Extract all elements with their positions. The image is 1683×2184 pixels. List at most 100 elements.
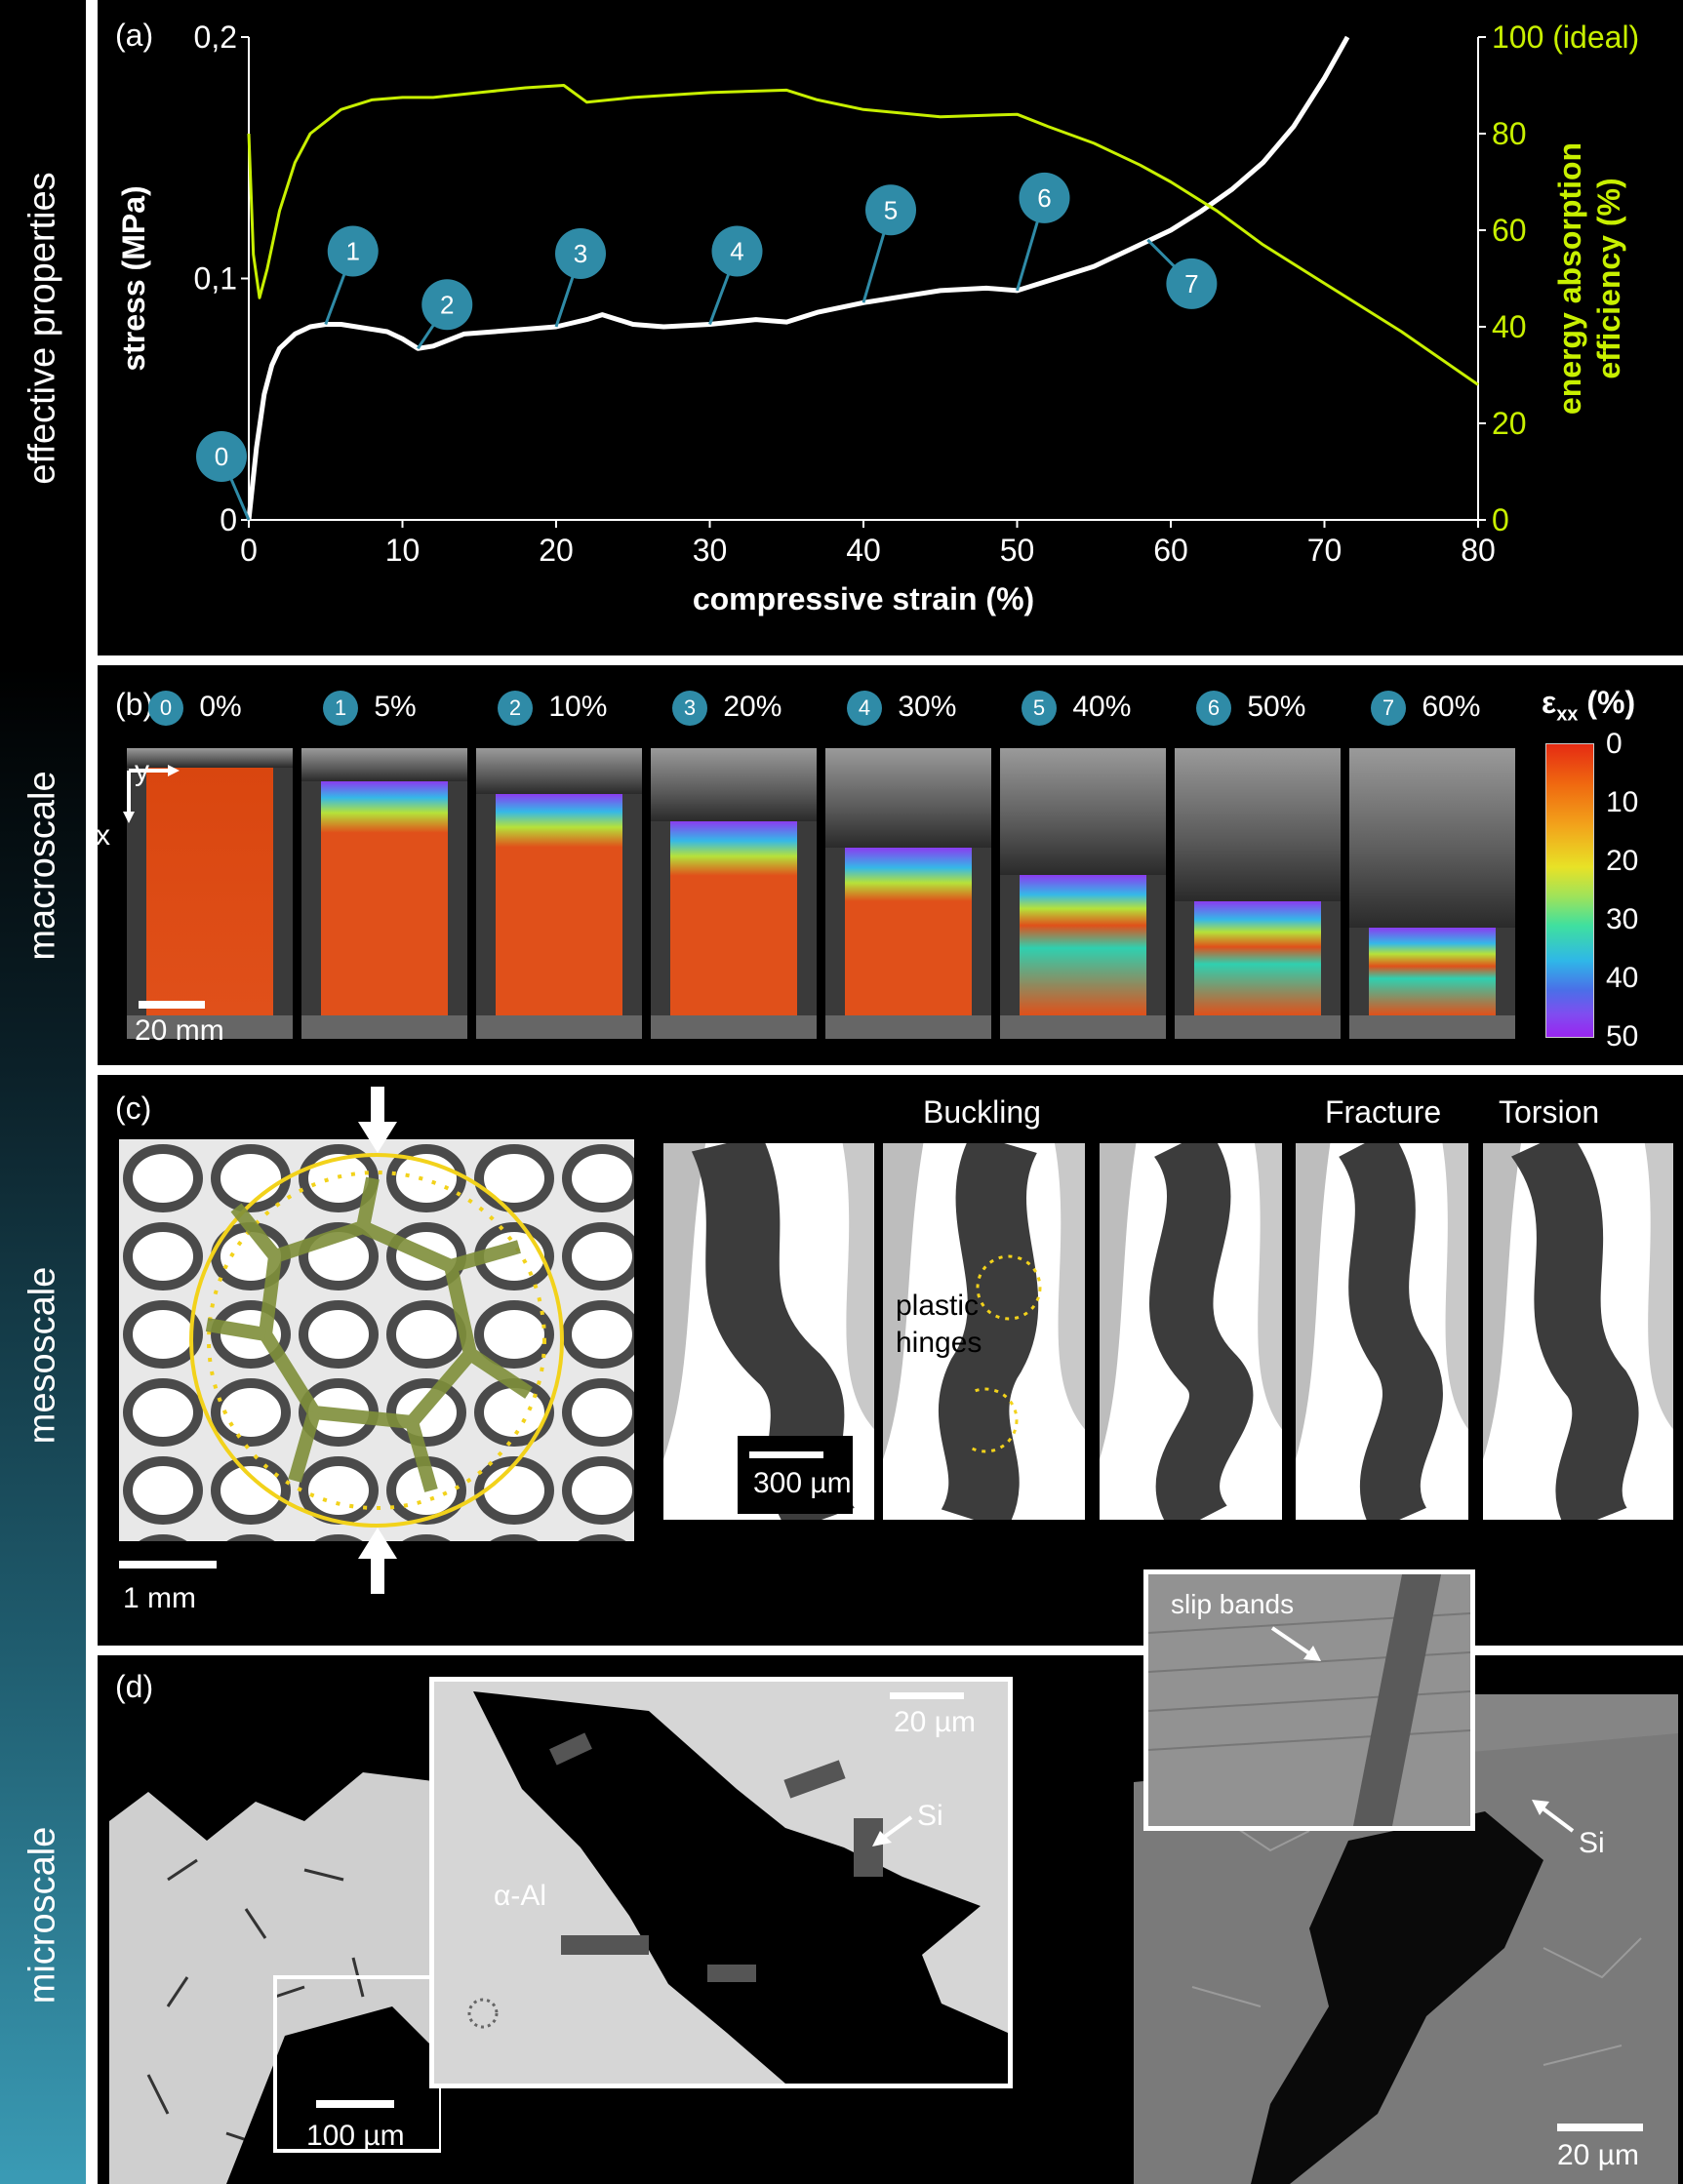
stress-series-line	[246, 35, 1350, 521]
sidebar-macroscale: macroscale	[0, 665, 86, 1065]
scale-bar-c-mid	[749, 1451, 823, 1458]
sidebar-effective-properties: effective properties	[0, 0, 86, 655]
stage-badge: 6	[1196, 691, 1231, 727]
x-tick-label: 20	[539, 533, 574, 568]
press-plate	[825, 748, 991, 849]
scale-bar-d-inset	[890, 1692, 964, 1699]
frame-heading-4: 4 30%	[847, 691, 956, 727]
foam-sample	[670, 820, 797, 1015]
heading-buckling: Buckling	[923, 1094, 1041, 1130]
stage-marker-2: 2	[417, 279, 473, 350]
slip-bands-inset	[1143, 1569, 1475, 1831]
dic-frame-2	[476, 748, 642, 1039]
x-tick-label: 60	[1153, 533, 1188, 568]
scale-bar-c-left	[119, 1561, 217, 1569]
stage-badge: 3	[672, 691, 707, 727]
sidebar-label-a: effective properties	[21, 171, 63, 485]
scale-box-c-mid	[738, 1436, 853, 1514]
stage-marker-3: 3	[554, 228, 606, 328]
scale-text-d-left: 100 µm	[306, 2120, 405, 2152]
y-axis-label: stress (MPa)	[116, 185, 151, 371]
panel-b: (b) 0 0% 1 5% 2 10% 3 20% 4 30% 5 40% 6 50% 7 6…	[96, 665, 1683, 1065]
micrograph-zoom	[429, 1677, 1013, 2088]
scale-text-c-mid: 300 µm	[753, 1467, 852, 1499]
panel-label-b: (b)	[115, 687, 154, 722]
label-si-sem: Si	[1579, 1827, 1605, 1859]
stage-marker-7: 7	[1146, 238, 1218, 309]
axis-x-label: x	[96, 819, 110, 852]
base-plate	[301, 1015, 467, 1039]
press-plate	[301, 748, 467, 781]
press-plate	[651, 748, 817, 821]
scale-text-c-left: 1 mm	[123, 1582, 196, 1614]
panel-c: (c) 1 mm Buck	[98, 1075, 1683, 1646]
stage-marker-1: 1	[324, 225, 379, 326]
frame-heading-3: 3 20%	[672, 691, 781, 727]
frame-heading-0: 0 0%	[148, 691, 242, 727]
foam-sample	[321, 780, 448, 1015]
press-plate	[127, 748, 293, 768]
sidebar-label-b: macroscale	[21, 770, 63, 961]
sidebar-label-c: mesoscale	[21, 1266, 63, 1445]
strain-label: 10%	[541, 691, 608, 723]
x-tick-label: 30	[693, 533, 728, 568]
sidebar-mesoscale: mesoscale	[0, 1065, 86, 1646]
colorbar-tick-label: 30	[1606, 903, 1639, 935]
stage-marker-label: 5	[884, 195, 898, 224]
y2-axis-label-line2: efficiency (%)	[1591, 178, 1626, 378]
base-plate	[127, 1015, 293, 1039]
strut-image-5	[1483, 1143, 1673, 1520]
panel-label-a: (a)	[115, 18, 154, 53]
arrow-si-inset	[872, 1815, 913, 1846]
y-tick-label: 0,1	[194, 261, 237, 297]
colorbar-tick-label: 50	[1606, 1020, 1639, 1052]
frame-heading-1: 1 5%	[323, 691, 417, 727]
axis-arrows	[123, 765, 180, 823]
x-axis-label: compressive strain (%)	[693, 581, 1034, 616]
stage-badge: 7	[1371, 691, 1406, 727]
dic-frame-3	[651, 748, 817, 1039]
y-tick-label: 0,2	[194, 20, 237, 55]
stage-badge: 4	[847, 691, 882, 727]
panel-d: (d) 100 µm α-Al Si 20 µm	[98, 1569, 1683, 2184]
dic-frame-4	[825, 748, 991, 1039]
x-tick-label: 80	[1461, 533, 1496, 568]
scale-text-b: 20 mm	[135, 1014, 224, 1047]
divider-ab	[86, 655, 1683, 665]
x-tick-label: 50	[1000, 533, 1035, 568]
base-plate	[825, 1015, 991, 1039]
divider-cd	[86, 1646, 1683, 1655]
divider-bc	[86, 1065, 1683, 1075]
colorbar-tick-label: 0	[1606, 728, 1623, 760]
stage-badge: 1	[323, 691, 358, 727]
colorbar-tick-label: 10	[1606, 786, 1639, 818]
x-tick-label: 0	[240, 533, 258, 568]
dic-frame-7	[1349, 748, 1515, 1039]
colorbar	[1545, 743, 1594, 1038]
press-plate	[1000, 748, 1166, 875]
stage-marker-5: 5	[862, 184, 916, 303]
base-plate	[476, 1015, 642, 1039]
compression-arrow-top	[358, 1087, 397, 1153]
press-plate	[1175, 748, 1341, 901]
colorbar-tick-label: 20	[1606, 845, 1639, 877]
foam-sample	[1369, 928, 1496, 1015]
stage-badge: 0	[148, 691, 183, 727]
scale-bar-d-right	[1557, 2124, 1643, 2131]
vertical-separator	[86, 0, 98, 2184]
foam-cell-image	[119, 1139, 634, 1541]
base-plate	[1000, 1015, 1166, 1039]
strain-label: 40%	[1064, 691, 1132, 723]
foam-sample	[496, 794, 622, 1015]
micrograph-overview	[109, 1763, 441, 2184]
dic-frame-0	[127, 748, 293, 1039]
scale-bar-d-left	[316, 2100, 394, 2108]
dic-frame-5	[1000, 748, 1166, 1039]
strain-label: 5%	[366, 691, 417, 723]
y2-tick-label: 0	[1492, 502, 1509, 537]
foam-sample	[1194, 901, 1321, 1015]
press-plate	[1349, 748, 1515, 929]
strut-image-3	[1100, 1143, 1282, 1520]
stage-marker-label: 6	[1037, 183, 1051, 213]
